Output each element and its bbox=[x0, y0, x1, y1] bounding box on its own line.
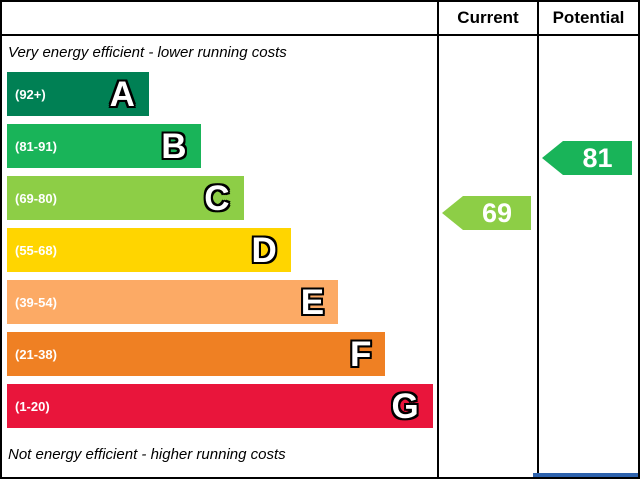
band-row-e: (39-54) E bbox=[2, 276, 437, 328]
bands-column: Very energy efficient - lower running co… bbox=[2, 36, 437, 477]
band-bar-f: (21-38) F bbox=[7, 332, 386, 376]
potential-rating-value: 81 bbox=[563, 141, 632, 175]
band-range-label: (39-54) bbox=[15, 294, 57, 310]
band-range-label: (1-20) bbox=[15, 398, 50, 414]
band-letter: G bbox=[391, 386, 419, 426]
band-letter: A bbox=[109, 74, 135, 114]
band-row-d: (55-68) D bbox=[2, 224, 437, 276]
band-bar-b: (81-91) B bbox=[7, 124, 201, 168]
band-range-label: (55-68) bbox=[15, 242, 57, 258]
current-column-header: Current bbox=[437, 2, 537, 36]
cropped-section-top-edge bbox=[533, 473, 638, 477]
header-spacer bbox=[2, 2, 437, 36]
current-rating-value: 69 bbox=[463, 196, 531, 230]
band-row-c: (69-80) C bbox=[2, 172, 437, 224]
caption-top: Very energy efficient - lower running co… bbox=[8, 43, 287, 61]
band-letter: E bbox=[300, 282, 325, 322]
potential-column-header: Potential bbox=[537, 2, 638, 36]
potential-column: 81 bbox=[537, 36, 638, 477]
band-letter: D bbox=[251, 230, 277, 270]
band-range-label: (81-91) bbox=[15, 138, 57, 154]
band-letter: B bbox=[161, 126, 187, 166]
band-bar-g: (1-20) G bbox=[7, 384, 433, 428]
band-row-a: (92+) A bbox=[2, 68, 437, 120]
band-bar-e: (39-54) E bbox=[7, 280, 339, 324]
band-range-label: (69-80) bbox=[15, 190, 57, 206]
current-column: 69 bbox=[437, 36, 537, 477]
band-range-label: (21-38) bbox=[15, 346, 57, 362]
arrow-point-icon bbox=[542, 141, 563, 175]
band-letter: F bbox=[350, 334, 372, 374]
potential-rating-arrow: 81 bbox=[542, 141, 632, 175]
caption-bottom: Not energy efficient - higher running co… bbox=[8, 446, 286, 463]
band-row-f: (21-38) F bbox=[2, 328, 437, 380]
band-bar-c: (69-80) C bbox=[7, 176, 244, 220]
current-rating-arrow: 69 bbox=[442, 196, 531, 230]
arrow-point-icon bbox=[442, 196, 463, 230]
band-bar-d: (55-68) D bbox=[7, 228, 291, 272]
band-bar-a: (92+) A bbox=[7, 72, 149, 116]
band-row-g: (1-20) G bbox=[2, 380, 437, 432]
band-row-b: (81-91) B bbox=[2, 120, 437, 172]
band-range-label: (92+) bbox=[15, 86, 46, 102]
band-letter: C bbox=[204, 178, 230, 218]
